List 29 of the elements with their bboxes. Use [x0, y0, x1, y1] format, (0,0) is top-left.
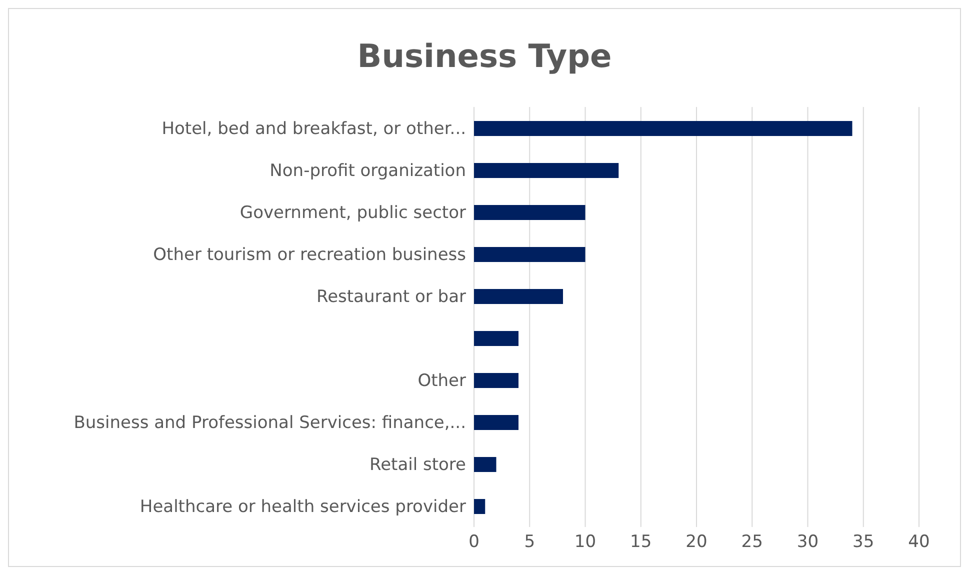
- y-tick-label: Business and Professional Services: finance,...: [74, 413, 466, 434]
- x-tick-label: 20: [686, 532, 708, 552]
- y-tick-label: Government, public sector: [240, 203, 466, 224]
- bar: [474, 457, 496, 472]
- bar: [474, 289, 563, 304]
- x-tick-label: 10: [574, 532, 596, 552]
- x-tick-label: 15: [630, 532, 652, 552]
- y-tick-label: Healthcare or health services provider: [140, 497, 466, 518]
- x-tick-label: 0: [468, 532, 480, 552]
- bar: [474, 205, 586, 220]
- y-tick-label: Non-profit organization: [270, 161, 466, 182]
- x-tick-label: 25: [741, 532, 763, 552]
- bar: [474, 499, 486, 514]
- bar: [474, 415, 518, 430]
- bar: [474, 247, 586, 262]
- x-tick-label: 40: [908, 532, 930, 552]
- bar: [474, 121, 852, 136]
- y-tick-label: Other tourism or recreation business: [153, 245, 466, 266]
- x-tick-label: 35: [852, 532, 874, 552]
- chart-title: Business Type: [356, 37, 613, 77]
- y-tick-label: Restaurant or bar: [316, 287, 466, 308]
- bar: [474, 373, 518, 388]
- bar: [474, 163, 619, 178]
- y-tick-label: Other: [418, 371, 466, 392]
- y-tick-label: Hotel, bed and breakfast, or other...: [162, 119, 466, 140]
- x-tick-label: 30: [796, 532, 819, 552]
- y-tick-label: Retail store: [370, 455, 466, 476]
- x-tick-label: 5: [524, 532, 536, 552]
- bar: [474, 331, 518, 346]
